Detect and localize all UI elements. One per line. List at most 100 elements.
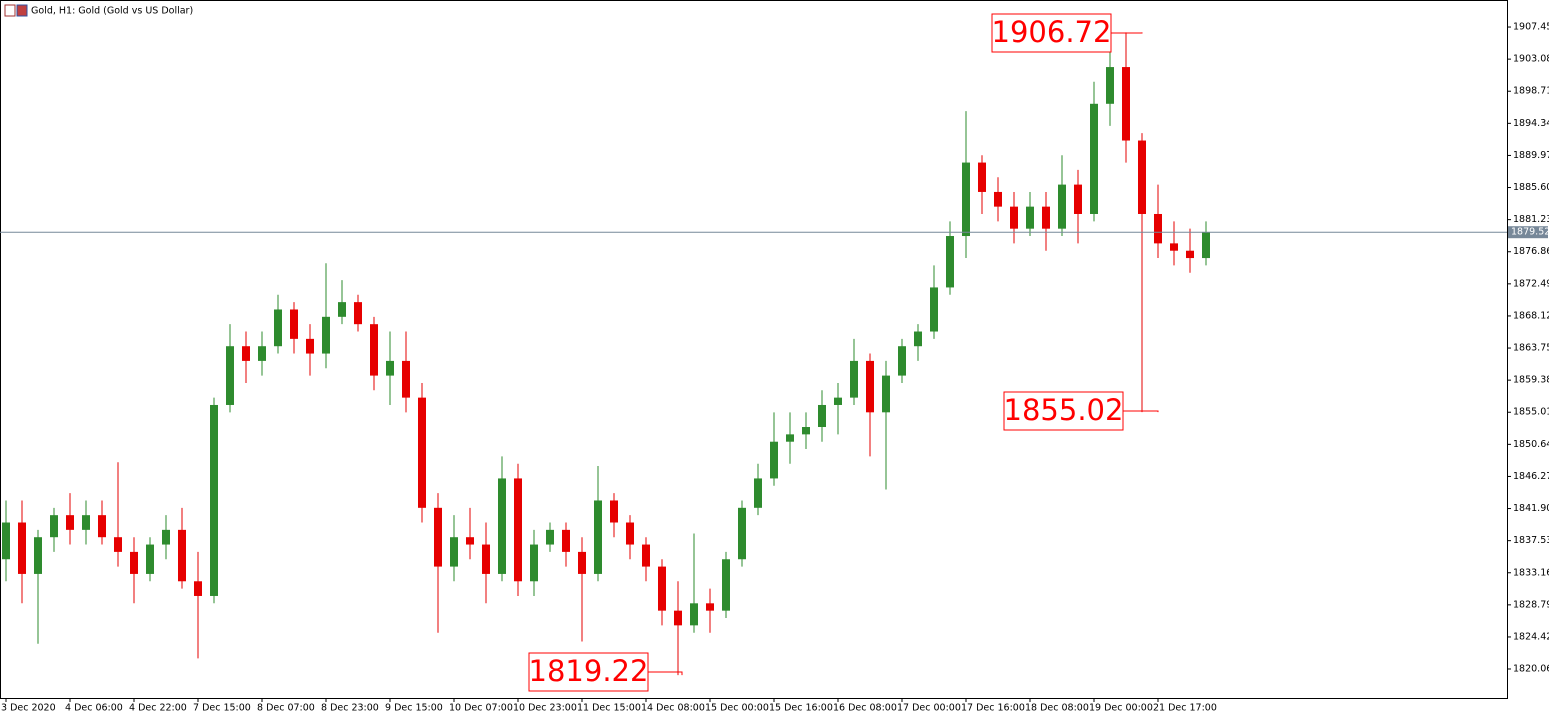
candle-body <box>418 397 426 508</box>
candle-body <box>146 544 154 574</box>
candle-body <box>530 544 538 582</box>
candle-body <box>402 360 410 398</box>
annotation-connector <box>1123 410 1159 413</box>
candle-body <box>514 478 522 582</box>
candle-body <box>1186 250 1194 259</box>
candle-body <box>162 529 170 545</box>
candle-body <box>786 434 794 442</box>
candle-body <box>66 515 74 530</box>
current-price-label: 1879.52 <box>1511 227 1549 238</box>
x-tick-label: 18 Dec 08:00 <box>1025 703 1089 714</box>
candle-body <box>914 331 922 347</box>
candle-body <box>642 544 650 567</box>
x-tick-label: 19 Dec 00:00 <box>1089 703 1153 714</box>
y-tick-label: 1863.75 <box>1513 343 1549 354</box>
candle-body <box>210 404 218 596</box>
candle-body <box>818 404 826 428</box>
current-price-tag <box>1508 226 1548 239</box>
candle-body <box>850 360 858 398</box>
y-tick-label: 1841.90 <box>1513 503 1549 514</box>
candle-body <box>690 603 698 626</box>
candle-body <box>562 529 570 552</box>
candle-body <box>34 537 42 574</box>
x-tick-label: 17 Dec 00:00 <box>897 703 961 714</box>
candle-body <box>706 603 714 611</box>
candle-body <box>610 500 618 523</box>
annotation-label: 1906.72 <box>992 15 1112 49</box>
candle-body <box>338 302 346 317</box>
y-tick-label: 1868.12 <box>1513 310 1549 321</box>
candle-body <box>274 309 282 347</box>
y-tick-label: 1876.86 <box>1513 246 1549 257</box>
chart-title: Gold, H1: Gold (Gold vs US Dollar) <box>31 6 193 17</box>
candle-body <box>130 551 138 574</box>
candle-body <box>1042 206 1050 229</box>
candle-body <box>306 338 314 354</box>
x-tick-label: 4 Dec 06:00 <box>65 703 123 714</box>
candle-body <box>626 522 634 545</box>
candle-body <box>290 309 298 339</box>
candle-body <box>50 515 58 538</box>
candle-body <box>114 537 122 552</box>
candle-body <box>866 360 874 413</box>
x-tick-label: 10 Dec 07:00 <box>449 703 513 714</box>
candle-body <box>1170 243 1178 251</box>
y-tick-label: 1872.49 <box>1513 278 1549 289</box>
candle-body <box>546 529 554 545</box>
annotation-connector <box>648 671 683 676</box>
x-tick-label: 9 Dec 15:00 <box>385 703 443 714</box>
y-tick-label: 1885.60 <box>1513 182 1549 193</box>
candle-body <box>1090 103 1098 214</box>
x-tick-label: 8 Dec 23:00 <box>321 703 379 714</box>
y-tick-label: 1855.01 <box>1513 407 1549 418</box>
candle-body <box>1154 213 1162 244</box>
y-tick-label: 1859.38 <box>1513 375 1549 386</box>
candle-body <box>434 507 442 567</box>
candle-body <box>1026 206 1034 229</box>
candle-body <box>1106 67 1114 104</box>
x-tick-label: 7 Dec 15:00 <box>193 703 251 714</box>
y-tick-label: 1846.27 <box>1513 471 1549 482</box>
y-tick-label: 1894.34 <box>1513 118 1549 129</box>
candle-body <box>194 581 202 596</box>
candle-body <box>226 346 234 405</box>
candle-body <box>754 478 762 508</box>
chart-icon <box>4 4 28 17</box>
candle-body <box>354 302 362 325</box>
candle-body <box>1058 184 1066 229</box>
candle-body <box>738 507 746 560</box>
candle-body <box>466 537 474 545</box>
candle-body <box>178 529 186 582</box>
y-tick-label: 1898.71 <box>1513 86 1549 97</box>
x-tick-label: 21 Dec 17:00 <box>1153 703 1217 714</box>
candle-body <box>82 515 90 530</box>
candle-body <box>978 162 986 192</box>
candle-body <box>722 559 730 611</box>
annotation-box <box>991 13 1112 53</box>
candle-body <box>962 162 970 237</box>
x-tick-label: 15 Dec 00:00 <box>705 703 769 714</box>
annotation-box <box>528 652 649 692</box>
candle-body <box>834 397 842 405</box>
x-tick-label: 15 Dec 16:00 <box>769 703 833 714</box>
annotation-label: 1855.02 <box>1004 393 1124 427</box>
candle-body <box>322 316 330 354</box>
candle-body <box>770 441 778 479</box>
y-tick-label: 1820.06 <box>1513 663 1549 674</box>
candle-body <box>930 287 938 332</box>
candle-body <box>1122 67 1130 141</box>
annotation-connector <box>1111 32 1143 34</box>
y-tick-label: 1824.42 <box>1513 631 1549 642</box>
candle-body <box>594 500 602 574</box>
y-tick-label: 1903.08 <box>1513 54 1549 65</box>
candle-body <box>482 544 490 574</box>
candle-body <box>258 346 266 361</box>
y-tick-label: 1850.64 <box>1513 439 1549 450</box>
candle-body <box>1010 206 1018 229</box>
candle-body <box>450 537 458 567</box>
x-tick-label: 14 Dec 08:00 <box>641 703 705 714</box>
annotation-box <box>1003 391 1124 431</box>
x-tick-label: 8 Dec 07:00 <box>257 703 315 714</box>
x-tick-label: 3 Dec 2020 <box>1 703 56 714</box>
